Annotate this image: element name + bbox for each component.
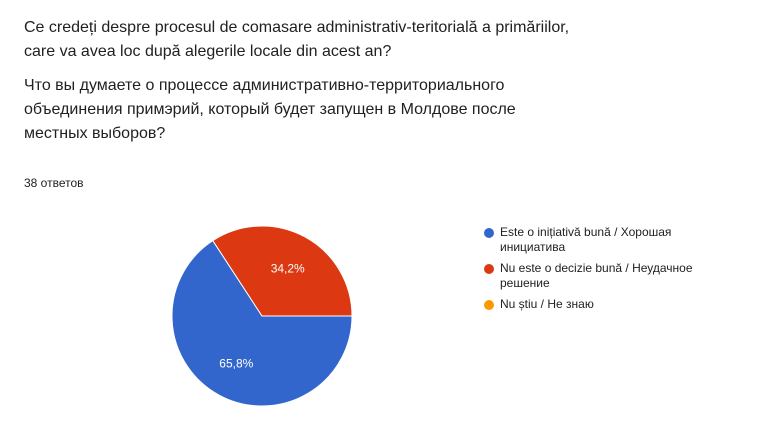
legend-label-line: Nu știu / Не знаю xyxy=(500,297,594,311)
pie-label-good-initiative: 65,8% xyxy=(219,356,253,370)
legend-swatch xyxy=(484,264,494,274)
legend-item-bad-decision[interactable]: Nu este o decizie bună / Неудачное решен… xyxy=(484,261,744,291)
legend-label-line: решение xyxy=(500,276,550,290)
legend-item-dont-know[interactable]: Nu știu / Не знаю xyxy=(484,297,744,312)
legend-label-line: Nu este o decizie bună / Неудачное xyxy=(500,261,693,275)
question-ru-line-2: объединения примэрий, который будет запу… xyxy=(24,101,516,118)
legend-label-line: инициатива xyxy=(500,240,566,254)
legend-swatch xyxy=(484,228,494,238)
legend-label-line: Este o inițiativă bună / Хорошая xyxy=(500,225,672,239)
chart-legend: Este o inițiativă bună / Хорошая инициат… xyxy=(484,225,744,318)
question-ru-line-1: Что вы думаете о процессе административн… xyxy=(24,77,505,94)
pie-slice-good-initiative[interactable] xyxy=(171,239,353,407)
legend-swatch xyxy=(484,300,494,310)
question-title: Ce credeți despre procesul de comasare a… xyxy=(24,16,624,146)
responses-count: 38 ответов xyxy=(24,176,84,190)
pie-label-bad-decision: 34,2% xyxy=(271,262,305,276)
pie-slice-bad-decision[interactable] xyxy=(212,225,353,317)
question-ro-line-2: care va avea loc după alegerile locale d… xyxy=(24,43,392,60)
question-ru-line-3: местных выборов? xyxy=(24,125,166,142)
question-ro-line-1: Ce credeți despre procesul de comasare a… xyxy=(24,19,570,36)
legend-item-good-initiative[interactable]: Este o inițiativă bună / Хорошая инициат… xyxy=(484,225,744,255)
